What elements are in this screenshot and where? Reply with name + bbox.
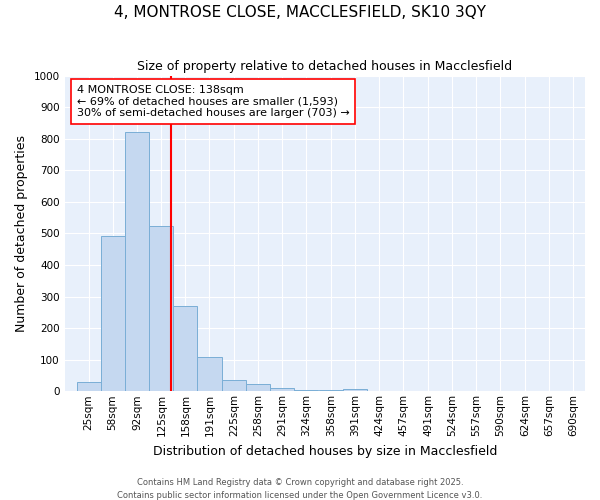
Text: Contains HM Land Registry data © Crown copyright and database right 2025.
Contai: Contains HM Land Registry data © Crown c… xyxy=(118,478,482,500)
Bar xyxy=(77,382,101,392)
Bar xyxy=(222,380,246,392)
Bar xyxy=(125,132,149,392)
Title: Size of property relative to detached houses in Macclesfield: Size of property relative to detached ho… xyxy=(137,60,512,73)
Bar xyxy=(295,390,319,392)
Bar xyxy=(319,390,343,392)
Bar xyxy=(246,384,271,392)
Bar xyxy=(149,226,173,392)
Y-axis label: Number of detached properties: Number of detached properties xyxy=(15,135,28,332)
X-axis label: Distribution of detached houses by size in Macclesfield: Distribution of detached houses by size … xyxy=(152,444,497,458)
Text: 4 MONTROSE CLOSE: 138sqm
← 69% of detached houses are smaller (1,593)
30% of sem: 4 MONTROSE CLOSE: 138sqm ← 69% of detach… xyxy=(77,85,349,118)
Bar xyxy=(271,388,295,392)
Bar xyxy=(197,357,221,392)
Text: 4, MONTROSE CLOSE, MACCLESFIELD, SK10 3QY: 4, MONTROSE CLOSE, MACCLESFIELD, SK10 3Q… xyxy=(114,5,486,20)
Bar xyxy=(343,388,367,392)
Bar xyxy=(101,236,125,392)
Bar xyxy=(173,306,197,392)
